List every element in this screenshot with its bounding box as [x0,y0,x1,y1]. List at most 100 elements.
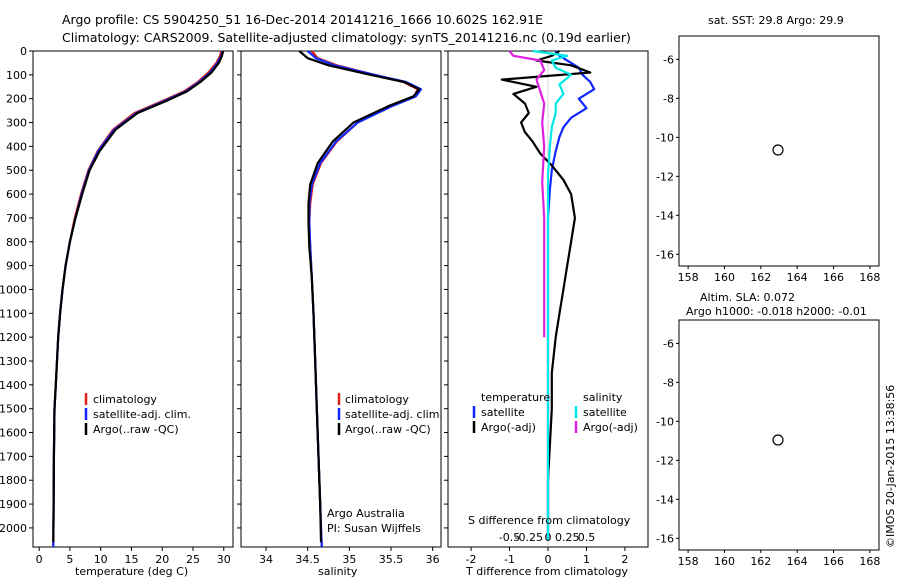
x-tick-label: 20 [155,553,169,566]
legend-label-satellite: satellite-adj. clim. [93,408,191,421]
y-tick-label: 800 [6,236,27,249]
legend-title-temperature: temperature [481,391,550,404]
legend-label-climatology: climatology [93,393,157,406]
difference-legend: temperature salinity satellite Argo(-adj… [472,391,638,434]
temperature-panel [32,50,234,548]
lat-tick-label: -6 [663,53,674,66]
legend-label-argo: Argo(..raw -QC) [93,423,179,436]
y-tick-label: 1100 [0,307,27,320]
x-tick-label: 35 [342,553,356,566]
y-tick-label: 1400 [0,379,27,392]
lat-tick-label: -8 [663,376,674,389]
temperature-axis-label: temperature (deg C) [75,565,188,578]
salinity-plot: 34 34.5 35 35.5 36 [237,50,440,566]
t-difference-axis-label: T difference from climatology [465,565,628,578]
s-tick-label: -0.5 [499,531,520,544]
sst-argo-marker [772,144,784,156]
legend-label-climatology: climatology [345,393,409,406]
header-line-2: Climatology: CARS2009. Satellite-adjuste… [62,30,631,45]
x-tick-label: 25 [186,553,200,566]
legend-label-t-satellite: satellite [481,406,525,419]
y-tick-label: 1700 [0,450,27,463]
lat-tick-label: -10 [656,415,674,428]
lat-tick-label: -8 [663,92,674,105]
y-tick-label: 1900 [0,498,27,511]
y-tick-label: 2000 [0,522,27,535]
y-tick-label: 600 [6,188,27,201]
s-tick-label: 0.25 [555,531,580,544]
lat-tick-label: -6 [663,337,674,350]
legend-title-salinity: salinity [583,391,623,404]
sla-map-subtitle: Argo h1000: -0.018 h2000: -0.01 [686,305,867,318]
y-tick-label: 700 [6,212,27,225]
legend-label-argo: Argo(..raw -QC) [345,423,431,436]
lat-tick-label: -14 [656,209,674,222]
lon-tick-label: 166 [823,555,844,568]
x-tick-label: 30 [217,553,231,566]
salinity-legend: climatology satellite-adj. clim. Argo(..… [327,393,443,535]
x-tick-label: 0 [36,553,43,566]
sla-map-title: Altim. SLA: 0.072 [700,291,795,304]
salinity-axis-label: salinity [318,565,358,578]
legend-label-t-argo: Argo(-adj) [481,421,536,434]
s-difference-axis-label: S difference from climatology [468,514,631,527]
temperature-plot: 0 5 10 15 20 25 300100200300400500600700800900… [0,45,231,566]
lon-tick-label: 168 [859,271,880,284]
series-s-argo [508,50,546,338]
credit-text: ©IMOS 20-Jan-2015 13:38:56 [884,385,897,548]
x-tick-label: 2 [621,553,628,566]
x-tick-label: 15 [124,553,138,566]
lat-tick-label: -16 [656,248,674,261]
x-tick-label: 10 [94,553,108,566]
y-tick-label: 200 [6,93,27,106]
lat-tick-label: -10 [656,131,674,144]
sst-map-title: sat. SST: 29.8 Argo: 29.9 [708,14,844,27]
sst-map-axes: 158 160 162 164 166 168 -6 -8 -10 -12 -14 -16 [656,53,880,284]
y-tick-label: 400 [6,140,27,153]
temperature-legend: climatology satellite-adj. clim. Argo(..… [84,393,191,436]
y-tick-label: 1300 [0,355,27,368]
x-tick-label: -2 [466,553,477,566]
lon-tick-label: 166 [823,271,844,284]
lon-tick-label: 160 [714,555,735,568]
header-line-1: Argo profile: CS 5904250_51 16-Dec-2014 … [62,12,543,27]
y-tick-label: 300 [6,117,27,130]
x-tick-label: -1 [504,553,515,566]
lat-tick-label: -12 [656,454,674,467]
institution-label: Argo Australia [327,507,405,520]
lon-tick-label: 162 [750,555,771,568]
s-tick-label: -0.25 [515,531,543,544]
difference-plot: -2 -1 0 1 2-0.5-0.25 0 0.250.5 [444,49,628,566]
lon-tick-label: 164 [787,271,808,284]
lon-tick-label: 158 [678,555,699,568]
x-tick-label: 35.5 [379,553,404,566]
lon-tick-label: 168 [859,555,880,568]
salinity-panel [240,50,442,548]
series-t-argo [500,50,592,540]
legend-label-s-satellite: satellite [583,406,627,419]
y-tick-label: 1800 [0,474,27,487]
y-tick-label: 1600 [0,427,27,440]
lon-tick-label: 160 [714,271,735,284]
series-s-satellite [532,49,573,540]
x-tick-label: 34 [259,553,273,566]
lat-tick-label: -14 [656,493,674,506]
x-tick-label: 1 [583,553,590,566]
sla-map-axes: 158 160 162 164 166 168 -6 -8 -10 -12 -14 -16 [656,337,880,568]
y-tick-label: 1000 [0,283,27,296]
x-tick-label: 34.5 [295,553,320,566]
lat-tick-label: -12 [656,170,674,183]
series-argo [298,50,421,543]
series-argo [52,50,225,543]
y-tick-label: 100 [6,69,27,82]
y-tick-label: 900 [6,260,27,273]
pi-label: PI: Susan Wijffels [327,522,421,535]
legend-label-s-argo: Argo(-adj) [583,421,638,434]
y-tick-label: 0 [20,45,27,58]
y-tick-label: 500 [6,164,27,177]
legend-label-satellite: satellite-adj. clim. [345,408,443,421]
lat-tick-label: -16 [656,532,674,545]
y-tick-label: 1500 [0,403,27,416]
s-tick-label: 0.5 [578,531,596,544]
